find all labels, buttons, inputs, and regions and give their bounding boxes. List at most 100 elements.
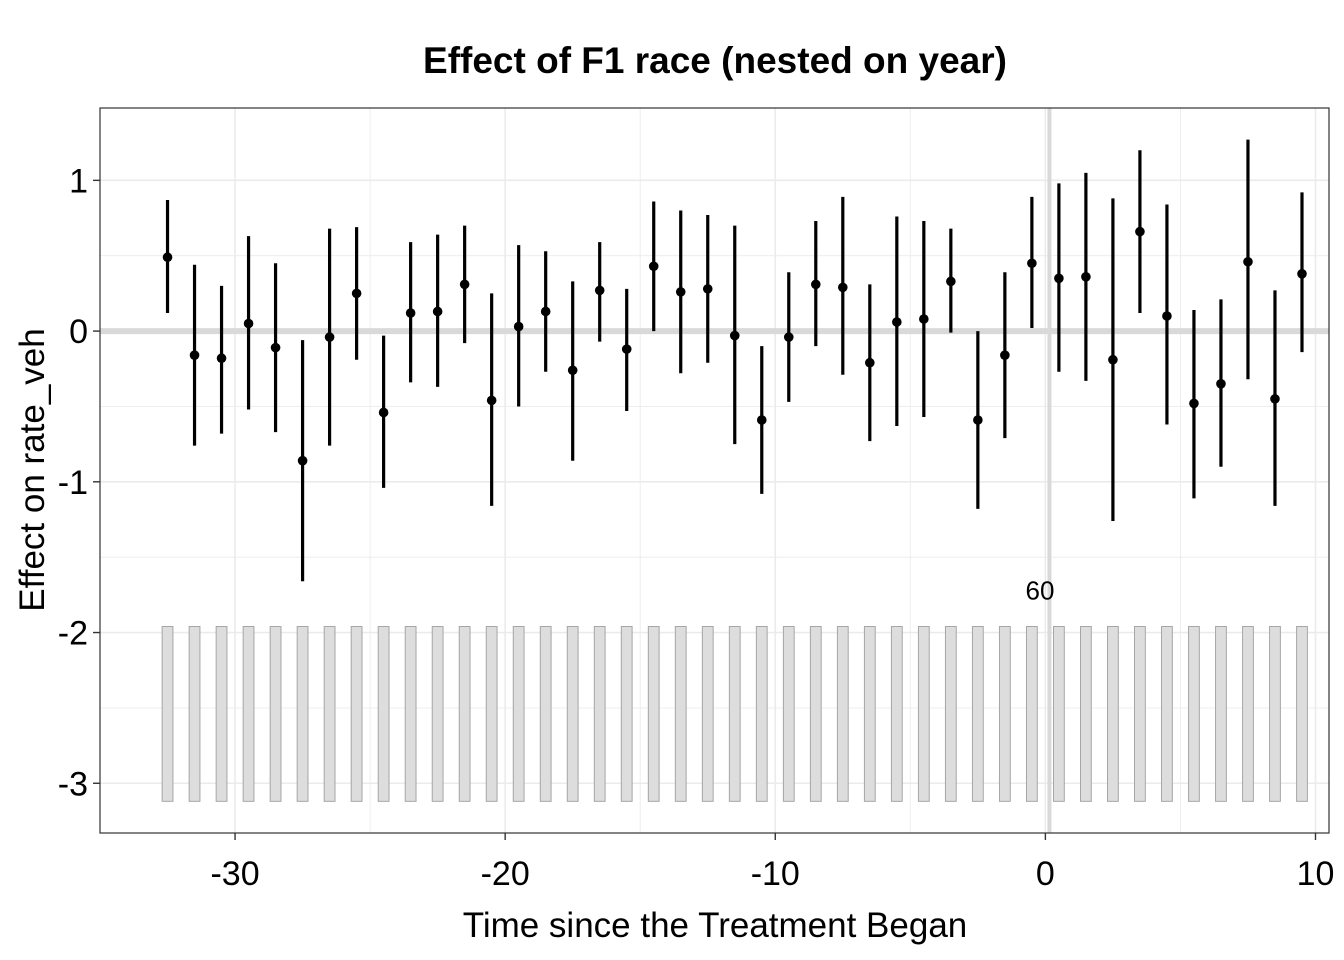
point-estimate [270,342,281,353]
point-estimate [946,276,956,287]
point-estimate [838,282,848,293]
y-tick-label: 1 [69,162,88,200]
point-estimate [1081,272,1091,282]
point-estimate [621,344,632,354]
point-estimate [1000,350,1010,360]
point-estimate [540,306,551,317]
y-tick-label: -3 [58,765,88,803]
x-axis-ticks: -30 -20 -10 0 10 [210,833,1334,893]
count-bar [215,626,228,802]
point-estimate [459,279,470,290]
count-bars [161,626,1308,802]
point-estimate [675,287,686,297]
point-estimate [405,308,416,318]
point-estimate [702,284,713,294]
count-bar [539,626,552,802]
point-estimate [1243,256,1253,267]
count-bar [1052,626,1065,802]
point-estimate [216,353,227,364]
count-bar [242,626,255,802]
count-annotation: 60 [1026,575,1055,605]
point-estimate [1162,311,1172,321]
y-tick-label: -1 [58,464,88,502]
count-bar [863,626,876,802]
count-bar [566,626,579,802]
x-tick-label: -10 [751,855,800,893]
point-estimate [810,279,821,290]
point-estimate [513,321,524,332]
point-estimate [486,395,497,406]
count-bar [1134,626,1146,802]
count-bar [269,626,282,802]
count-bar [890,626,903,802]
point-estimate [189,350,200,360]
point-estimate [324,332,335,342]
count-bar [1215,626,1227,802]
count-bar [809,626,822,802]
count-bar [836,626,849,802]
y-axis-title: Effect on rate_veh [13,328,52,611]
panel-border [99,107,1330,834]
x-axis-title: Time since the Treatment Began [463,906,968,945]
count-bar [377,626,390,802]
count-bar [593,626,606,802]
count-bar [728,626,741,802]
count-bar [1188,626,1200,802]
count-bar [755,626,768,802]
count-bar [404,626,417,802]
chart-title: Effect of F1 race (nested on year) [423,40,1007,81]
point-estimate [1270,394,1280,404]
count-bar [188,626,201,802]
count-bar [296,626,309,802]
count-bar [944,626,957,802]
y-tick-label: -2 [58,615,88,653]
point-estimate [243,318,254,329]
point-estimate [1189,398,1199,409]
point-estimate [892,317,902,327]
count-bar [512,626,525,802]
point-estimate [865,357,875,368]
point-estimate [756,415,767,425]
count-bar [1107,626,1119,802]
point-estimate [378,407,389,418]
point-estimate [648,261,659,272]
count-bar [485,626,498,802]
point-estimate [729,330,740,341]
point-estimate [783,332,794,342]
point-estimate [1108,354,1118,365]
count-bar [1296,626,1308,802]
count-bar [1161,626,1173,802]
point-estimate [351,288,362,299]
x-tick-label: 10 [1297,855,1335,893]
count-bar [998,626,1011,802]
x-tick-label: -30 [210,855,259,893]
point-estimate [1027,258,1037,269]
count-bar [917,626,930,802]
point-estimate [432,306,443,317]
count-bar [1269,626,1281,802]
count-bar [1025,626,1038,802]
count-bar [701,626,714,802]
count-bar [620,626,633,802]
count-bar [1079,626,1092,802]
count-bar [674,626,687,802]
point-estimate [1054,273,1064,284]
point-estimate [162,252,173,263]
count-bar [350,626,363,802]
count-bar [323,626,336,802]
point-estimate [973,415,983,425]
point-estimate [919,314,929,324]
reference-lines [100,108,1329,833]
y-axis-ticks: 1 0 -1 -2 -3 [58,162,100,803]
x-tick-label: -20 [481,855,530,893]
count-bar [782,626,795,802]
y-tick-label: 0 [69,313,88,351]
count-bar [1242,626,1254,802]
point-estimate [594,285,605,296]
point-estimates [162,226,1307,466]
x-tick-label: 0 [1036,855,1055,893]
count-bar [458,626,471,802]
